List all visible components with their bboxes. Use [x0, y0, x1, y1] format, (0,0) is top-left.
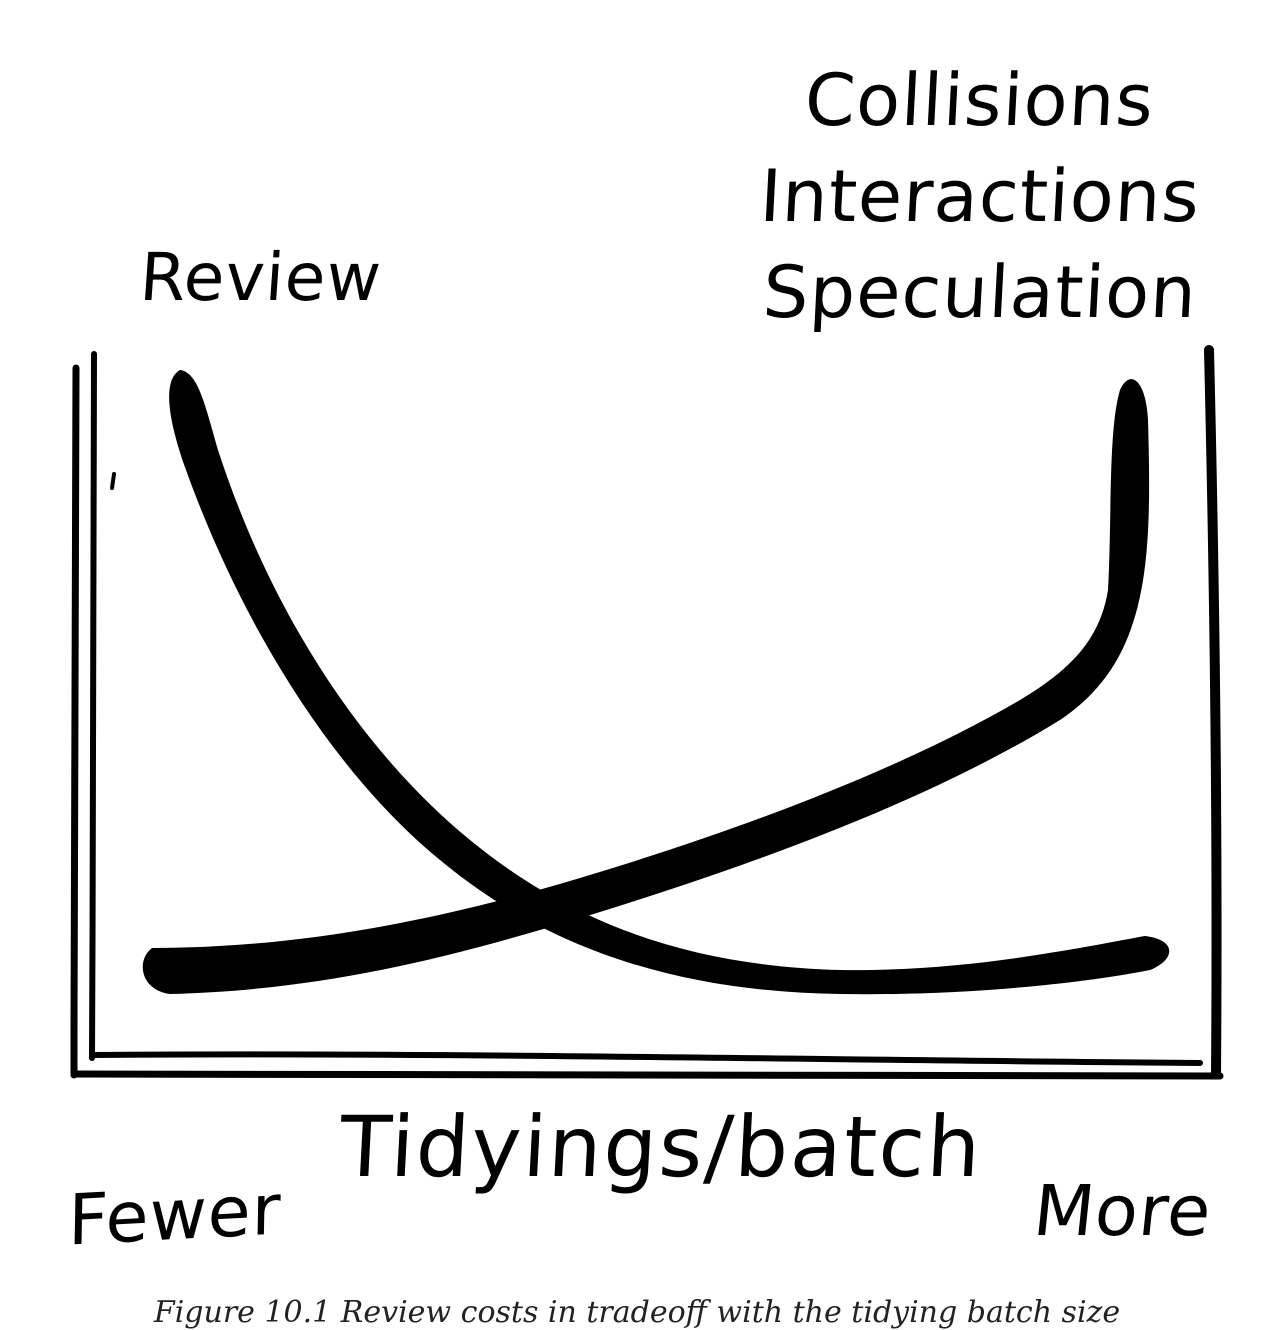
- x-axis-min-label: Fewer: [67, 1168, 283, 1262]
- collisions-label-group: Collisions Interactions Speculation: [757, 52, 1203, 340]
- x-axis-title: Tidyings/batch: [337, 1098, 985, 1196]
- speculation-label: Speculation: [760, 250, 1200, 334]
- y-axis-line: [70, 364, 80, 1079]
- review-curve: [169, 370, 1170, 995]
- y-axis-line-secondary: [89, 351, 98, 1061]
- collisions-label: Collisions: [803, 58, 1157, 142]
- right-axis-line: [1204, 345, 1222, 1079]
- collisions-curve: [142, 379, 1150, 995]
- x-axis-line-secondary: [89, 1051, 1203, 1066]
- review-label: Review: [137, 239, 385, 316]
- figure-caption: Figure 10.1 Review costs in tradeoff wit…: [153, 1295, 1121, 1330]
- x-axis-max-label: More: [1029, 1170, 1216, 1252]
- pen-mark: [110, 472, 116, 490]
- x-axis-line: [70, 1070, 1224, 1080]
- interactions-label: Interactions: [757, 154, 1203, 238]
